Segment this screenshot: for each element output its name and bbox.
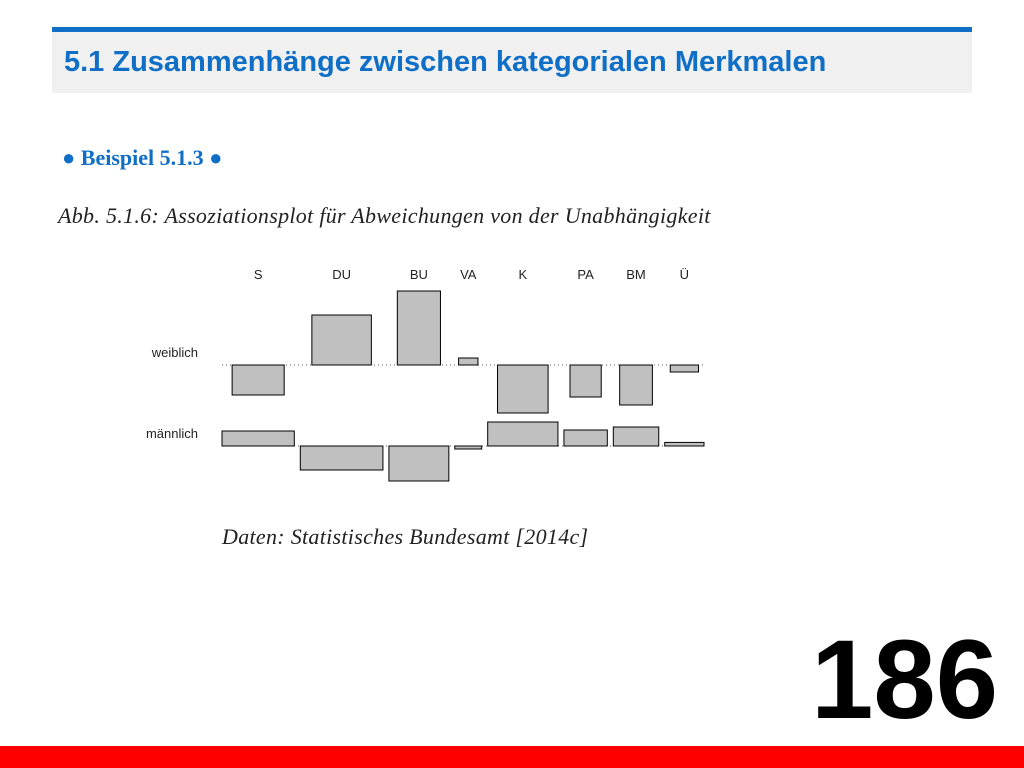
row-label-0: weiblich: [151, 345, 198, 360]
bar-weiblich-2: [396, 290, 441, 366]
column-label-5: PA: [577, 267, 594, 282]
bar-weiblich-4: [497, 364, 549, 414]
bar-männlich-6: [612, 426, 660, 447]
column-label-1: DU: [332, 267, 351, 282]
example-label: ● Beispiel 5.1.3 ●: [62, 145, 223, 170]
column-label-4: K: [518, 267, 527, 282]
footer-bar: [0, 746, 1024, 768]
bar-weiblich-0: [231, 364, 285, 396]
bar-männlich-3: [454, 445, 483, 450]
bar-weiblich-3: [458, 357, 479, 366]
data-source: Daten: Statistisches Bundesamt [2014c]: [222, 524, 589, 549]
bar-männlich-7: [664, 441, 705, 447]
header-bar: 5.1 Zusammenhänge zwischen kategorialen …: [52, 27, 972, 93]
bar-männlich-2: [388, 445, 450, 482]
figure-caption: Abb. 5.1.6: Assoziationsplot für Abweich…: [58, 203, 711, 228]
bar-weiblich-7: [669, 364, 700, 373]
column-label-3: VA: [460, 267, 477, 282]
page-title: 5.1 Zusammenhänge zwischen kategorialen …: [64, 46, 827, 78]
column-label-2: BU: [410, 267, 428, 282]
bar-männlich-4: [487, 421, 559, 447]
bar-weiblich-6: [619, 364, 653, 406]
column-label-0: S: [254, 267, 263, 282]
bar-männlich-0: [221, 430, 295, 447]
column-label-6: BM: [626, 267, 646, 282]
bar-weiblich-5: [569, 364, 602, 398]
page-number: 186: [811, 617, 998, 742]
bar-männlich-5: [563, 429, 608, 447]
bar-weiblich-1: [311, 314, 372, 366]
bar-männlich-1: [299, 445, 384, 471]
row-label-1: männlich: [146, 426, 198, 441]
column-label-7: Ü: [680, 267, 689, 282]
